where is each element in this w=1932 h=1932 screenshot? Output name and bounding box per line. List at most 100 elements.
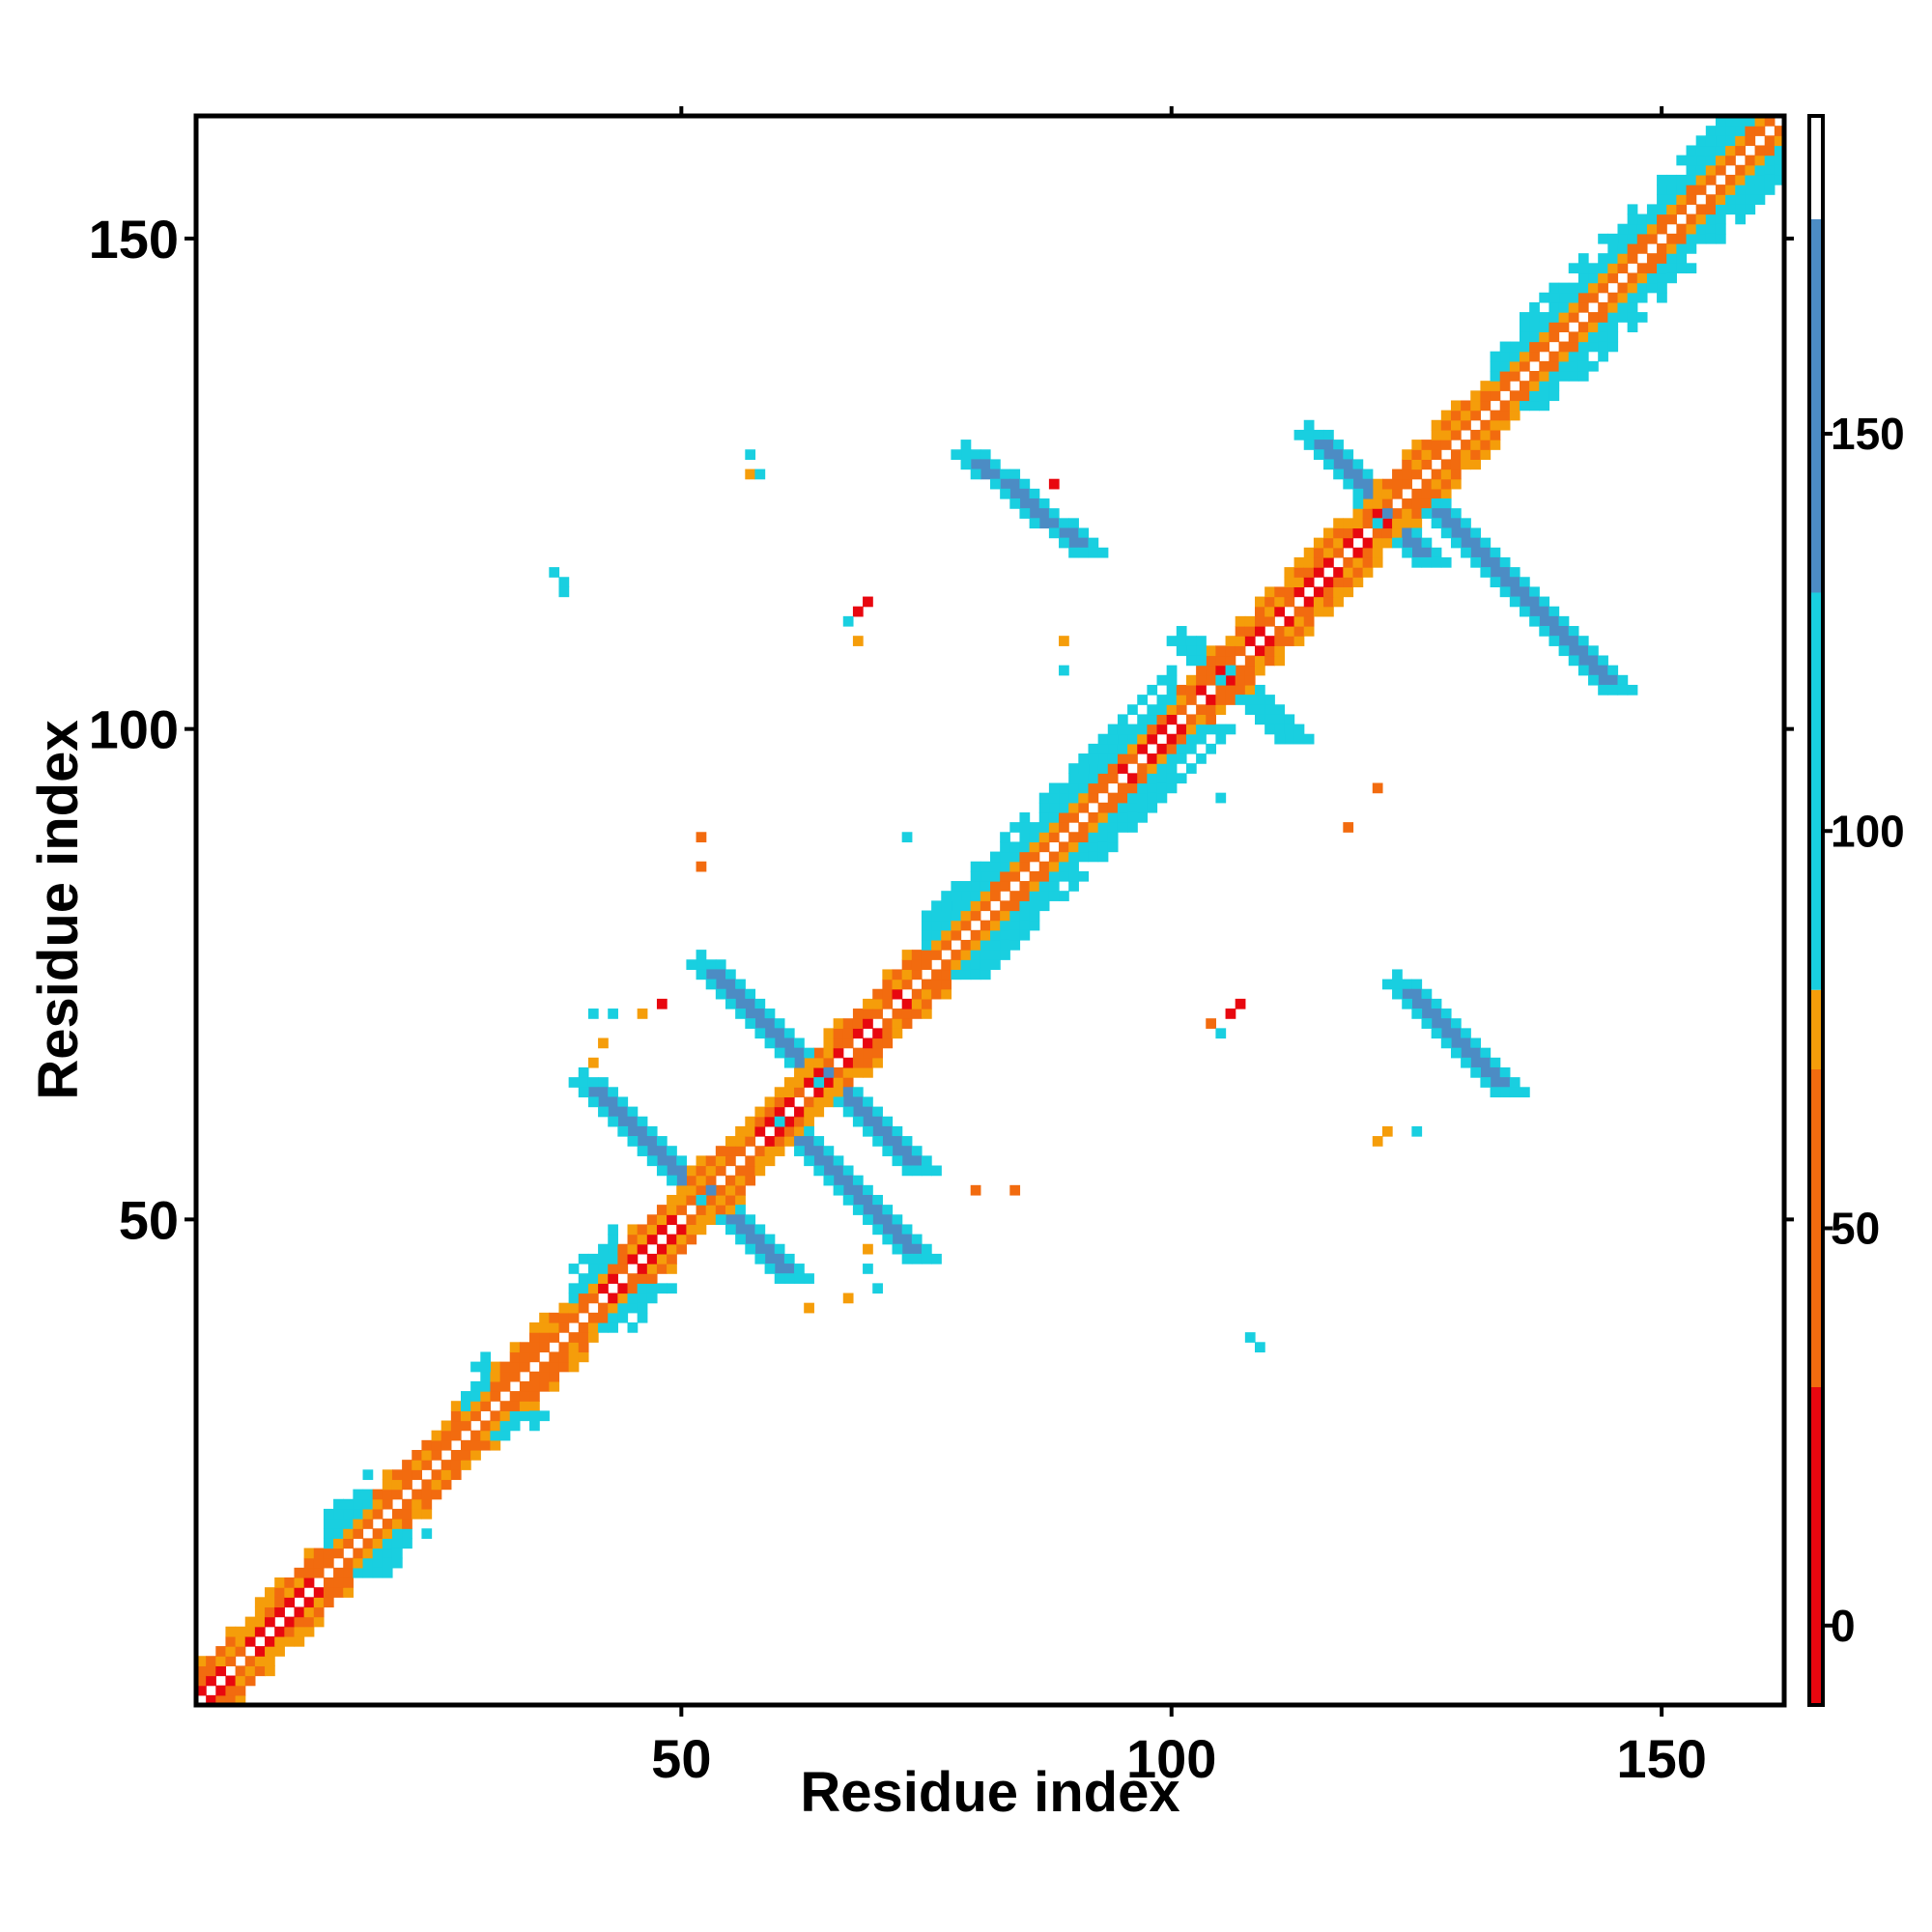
heatmap-cell [1411, 1125, 1423, 1137]
heatmap-cell [1215, 1028, 1227, 1039]
heatmap-cell [892, 1028, 903, 1039]
heatmap-cell [617, 1096, 629, 1108]
heatmap-cell [244, 1675, 256, 1687]
heatmap-cell [1009, 851, 1021, 863]
heatmap-cell [1038, 881, 1050, 892]
heatmap-cell [1352, 556, 1364, 568]
heatmap-cell [1411, 1009, 1423, 1019]
heatmap-cell [686, 1224, 697, 1236]
heatmap-cell [617, 1106, 629, 1118]
heatmap-cell [608, 1321, 618, 1333]
heatmap-cell [1097, 851, 1109, 863]
heatmap-cell [1156, 782, 1168, 794]
plot-frame [193, 113, 1787, 1708]
heatmap-cell [901, 998, 913, 1009]
heatmap-cell [1705, 223, 1717, 235]
heatmap-cell [1009, 920, 1021, 931]
heatmap-cell [1029, 910, 1040, 922]
heatmap-cell [1147, 704, 1158, 716]
heatmap-cell [1303, 615, 1315, 627]
heatmap-cell [1657, 194, 1667, 205]
heatmap-cell [1764, 164, 1776, 176]
heatmap-cell [1764, 116, 1776, 127]
heatmap-cell [1185, 636, 1197, 646]
heatmap-cell [1323, 449, 1334, 460]
heatmap-cell [1411, 440, 1423, 450]
heatmap-cell [450, 1449, 462, 1461]
heatmap-cell [1686, 213, 1697, 225]
heatmap-cell [1450, 508, 1462, 519]
heatmap-cell [1166, 636, 1178, 646]
heatmap-cell [705, 979, 717, 990]
heatmap-cell [852, 606, 864, 617]
heatmap-cell [1450, 537, 1462, 549]
heatmap-cell [1450, 518, 1462, 529]
heatmap-cell [970, 881, 981, 892]
heatmap-cell [1127, 704, 1138, 716]
heatmap-cell [735, 1136, 746, 1147]
heatmap-cell [1255, 684, 1265, 696]
heatmap-cell [637, 1264, 648, 1274]
heatmap-cell [794, 1037, 805, 1049]
heatmap-cell [990, 469, 1001, 480]
heatmap-cell [1745, 185, 1756, 195]
heatmap-cell [196, 1685, 207, 1696]
heatmap-cell [323, 1519, 334, 1529]
heatmap-cell [1009, 891, 1021, 901]
heatmap-cell [1509, 586, 1520, 598]
heatmap-cell [1244, 636, 1256, 646]
heatmap-cell [1088, 851, 1099, 863]
heatmap-cell [1402, 537, 1412, 549]
heatmap-cell [608, 1302, 618, 1314]
heatmap-cell [1529, 615, 1540, 627]
heatmap-cell [1745, 155, 1756, 166]
heatmap-cell [833, 1066, 844, 1078]
heatmap-cell [725, 979, 736, 990]
heatmap-cell [1078, 870, 1090, 882]
heatmap-cell [911, 1243, 923, 1255]
heatmap-cell [1215, 674, 1227, 686]
heatmap-cell [402, 1508, 412, 1520]
heatmap-cell [745, 1155, 756, 1167]
heatmap-cell [1038, 891, 1050, 901]
heatmap-cell [598, 1106, 609, 1118]
heatmap-cell [1009, 929, 1021, 941]
heatmap-cell [1196, 684, 1207, 696]
heatmap-cell [1068, 832, 1079, 843]
heatmap-cell [754, 1116, 766, 1127]
heatmap-cell [1333, 527, 1344, 539]
heatmap-cell [980, 969, 991, 980]
heatmap-cell [1293, 586, 1305, 598]
heatmap-cell [705, 1194, 717, 1206]
heatmap-cell [1450, 1047, 1462, 1059]
heatmap-cell [725, 1194, 736, 1206]
heatmap-cell [667, 1214, 677, 1226]
heatmap-cell [960, 910, 972, 922]
heatmap-cell [960, 900, 972, 912]
heatmap-cell [265, 1606, 275, 1618]
heatmap-cell [951, 929, 962, 941]
heatmap-cell [892, 1243, 903, 1255]
heatmap-cell [1657, 213, 1667, 225]
heatmap-cell [1029, 900, 1040, 912]
heatmap-cell [1381, 518, 1393, 529]
heatmap-cell [1676, 253, 1688, 264]
heatmap-cell [1558, 351, 1570, 362]
heatmap-cell [1244, 626, 1256, 637]
heatmap-cell [598, 1087, 609, 1098]
heatmap-cell [990, 950, 1001, 960]
heatmap-cell [353, 1498, 364, 1510]
heatmap-cell [715, 969, 726, 980]
heatmap-cell [549, 1321, 560, 1333]
heatmap-cell [343, 1577, 354, 1588]
heatmap-cell [1686, 243, 1697, 254]
heatmap-cell [1048, 881, 1060, 892]
heatmap-cell [646, 1253, 658, 1264]
heatmap-cell [558, 1321, 570, 1333]
heatmap-cell [284, 1626, 296, 1637]
heatmap-cell [1038, 802, 1050, 813]
heatmap-cell [1421, 459, 1433, 470]
heatmap-cell [1059, 891, 1069, 901]
heatmap-cell [421, 1508, 433, 1520]
heatmap-cell [1577, 341, 1589, 353]
